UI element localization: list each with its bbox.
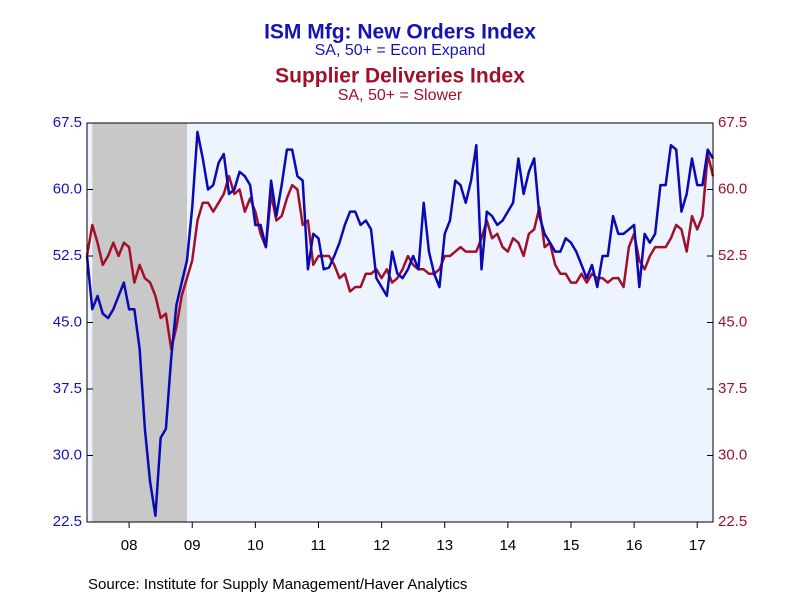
- plot-area: [87, 123, 713, 522]
- x-tick-label: 15: [563, 537, 580, 554]
- y-tick-label: 60.0: [53, 180, 82, 197]
- y-tick-label: 67.5: [53, 114, 82, 131]
- x-tick-label: 08: [121, 537, 138, 554]
- x-tick-label: 12: [373, 537, 390, 554]
- y2-tick-label: 30.0: [718, 446, 747, 463]
- y2-tick-label: 45.0: [718, 313, 747, 330]
- y2-tick-label: 67.5: [718, 114, 747, 131]
- y-tick-label: 22.5: [53, 513, 82, 530]
- x-tick-label: 17: [689, 537, 706, 554]
- chart-title-2: Supplier Deliveries Index: [275, 65, 525, 88]
- x-tick-label: 13: [436, 537, 453, 554]
- y2-tick-label: 52.5: [718, 247, 747, 264]
- y2-tick-label: 37.5: [718, 380, 747, 397]
- y2-tick-label: 60.0: [718, 180, 747, 197]
- x-tick-label: 16: [626, 537, 643, 554]
- chart-subtitle-2: SA, 50+ = Slower: [338, 87, 463, 104]
- plot-frame: [86, 122, 714, 523]
- y-tick-label: 30.0: [53, 446, 82, 463]
- y-tick-label: 45.0: [53, 313, 82, 330]
- x-tick-label: 10: [247, 537, 264, 554]
- recession-shade: [92, 123, 187, 522]
- chart-subtitle: SA, 50+ = Econ Expand: [315, 42, 486, 59]
- source-note: Source: Institute for Supply Management/…: [88, 576, 467, 593]
- chart-title: ISM Mfg: New Orders Index: [264, 21, 536, 44]
- y-tick-label: 37.5: [53, 380, 82, 397]
- x-tick-label: 14: [500, 537, 517, 554]
- y2-tick-label: 22.5: [718, 513, 747, 530]
- y-tick-label: 52.5: [53, 247, 82, 264]
- series-line: [85, 130, 715, 518]
- x-tick-label: 09: [184, 537, 201, 554]
- x-tick-label: 11: [311, 537, 327, 554]
- series-line: [85, 152, 715, 351]
